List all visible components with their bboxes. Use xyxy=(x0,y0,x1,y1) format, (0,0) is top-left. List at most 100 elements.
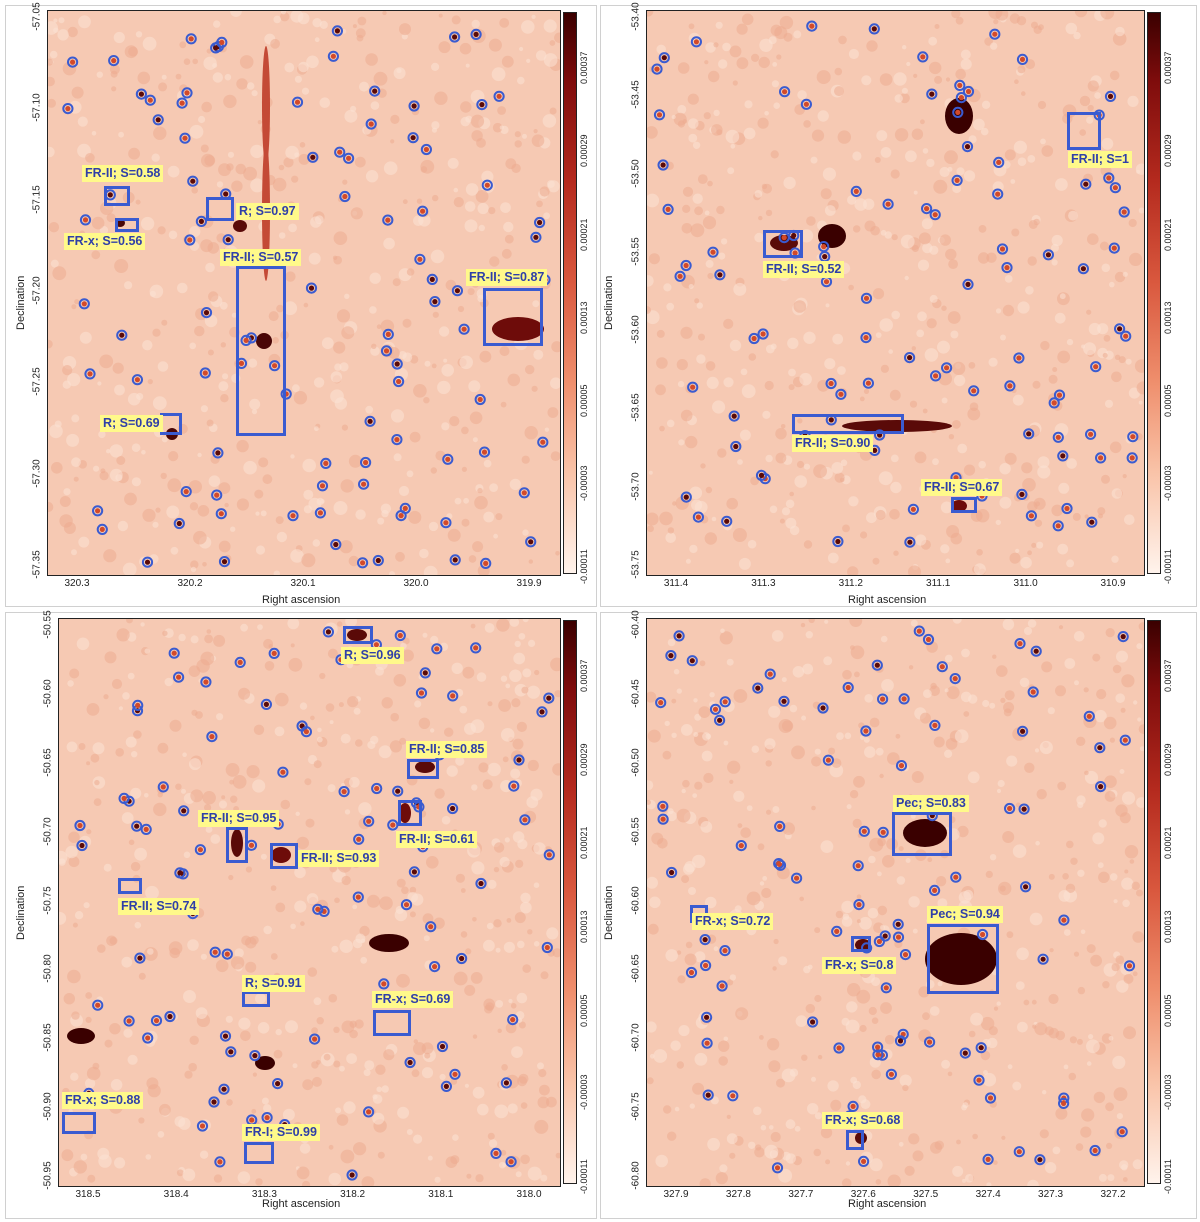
noise-speckle xyxy=(71,414,80,423)
noise-speckle xyxy=(880,364,889,373)
y-axis-label: Declination xyxy=(15,885,27,940)
noise-speckle xyxy=(224,502,229,508)
noise-speckle xyxy=(402,199,408,205)
noise-speckle xyxy=(550,377,560,389)
noise-speckle xyxy=(501,248,512,259)
noise-speckle xyxy=(791,745,805,760)
noise-speckle xyxy=(875,747,884,756)
noise-speckle xyxy=(1112,32,1127,46)
radio-emission xyxy=(271,847,291,863)
noise-speckle xyxy=(124,45,138,59)
noise-speckle xyxy=(846,1001,858,1013)
noise-speckle xyxy=(199,1150,209,1159)
noise-speckle xyxy=(317,727,322,733)
noise-speckle xyxy=(301,87,310,95)
noise-speckle xyxy=(1088,1034,1094,1040)
noise-speckle xyxy=(454,497,462,505)
noise-speckle xyxy=(157,1131,165,1138)
noise-speckle xyxy=(493,866,500,873)
noise-speckle xyxy=(1113,899,1118,904)
noise-speckle xyxy=(299,142,306,148)
noise-speckle xyxy=(853,225,861,233)
noise-speckle xyxy=(740,368,748,376)
source-marker xyxy=(975,1042,987,1054)
noise-speckle xyxy=(917,311,927,322)
noise-speckle xyxy=(67,680,74,687)
noise-speckle xyxy=(278,164,285,171)
noise-speckle xyxy=(1052,367,1058,372)
noise-speckle xyxy=(789,491,794,497)
noise-speckle xyxy=(441,815,451,825)
source-marker xyxy=(842,681,854,694)
noise-speckle xyxy=(515,1171,522,1178)
noise-speckle xyxy=(655,1154,668,1168)
noise-speckle xyxy=(61,1149,74,1162)
noise-speckle xyxy=(940,544,950,554)
source-marker xyxy=(984,1092,997,1104)
noise-speckle xyxy=(722,42,731,52)
source-marker xyxy=(1014,638,1026,650)
source-marker xyxy=(655,697,667,709)
noise-speckle xyxy=(948,434,955,440)
noise-speckle xyxy=(998,881,1012,896)
noise-speckle xyxy=(426,856,439,869)
noise-speckle xyxy=(99,354,114,369)
noise-speckle xyxy=(952,619,962,624)
noise-speckle xyxy=(647,310,660,325)
noise-speckle xyxy=(431,62,440,71)
source-marker xyxy=(173,517,185,530)
detection-box xyxy=(206,197,234,221)
noise-speckle xyxy=(825,303,830,308)
source-marker xyxy=(458,323,470,335)
noise-speckle xyxy=(945,77,951,82)
noise-speckle xyxy=(831,462,844,474)
noise-speckle xyxy=(785,499,795,509)
radio-emission xyxy=(231,829,243,857)
noise-speckle xyxy=(270,953,278,960)
noise-speckle xyxy=(507,373,521,387)
noise-speckle xyxy=(348,776,360,788)
source-marker xyxy=(534,216,546,229)
noise-speckle xyxy=(299,702,308,710)
noise-speckle xyxy=(1051,234,1063,247)
noise-speckle xyxy=(794,1125,801,1132)
detection-label: FR-II; S=0.67 xyxy=(921,479,1003,496)
source-marker xyxy=(989,28,1001,40)
noise-speckle xyxy=(527,759,539,772)
noise-speckle xyxy=(497,106,506,115)
noise-speckle xyxy=(824,358,836,370)
noise-speckle xyxy=(97,944,106,953)
noise-speckle xyxy=(898,846,904,852)
noise-speckle xyxy=(918,1029,932,1043)
source-marker xyxy=(778,695,790,707)
noise-speckle xyxy=(984,37,993,46)
y-tick-label: -60.55 xyxy=(630,816,642,846)
noise-speckle xyxy=(856,894,862,899)
noise-speckle xyxy=(1024,762,1035,773)
noise-speckle xyxy=(1022,478,1036,492)
noise-speckle xyxy=(667,638,676,647)
noise-speckle xyxy=(262,474,273,485)
noise-speckle xyxy=(775,428,787,440)
noise-speckle xyxy=(1033,218,1040,226)
noise-speckle xyxy=(694,1052,708,1066)
source-marker xyxy=(657,813,669,825)
noise-speckle xyxy=(71,549,77,556)
noise-speckle xyxy=(999,463,1011,475)
noise-speckle xyxy=(764,111,769,116)
noise-speckle xyxy=(772,966,777,971)
noise-speckle xyxy=(383,1049,395,1061)
noise-speckle xyxy=(514,912,526,924)
noise-speckle xyxy=(811,805,816,811)
colorbar xyxy=(563,620,577,1184)
colorbar-tick-label: -0.00011 xyxy=(1163,1159,1173,1194)
noise-speckle xyxy=(484,1004,493,1014)
noise-speckle xyxy=(703,112,711,120)
noise-speckle xyxy=(294,866,306,879)
y-tick-label: -50.80 xyxy=(42,954,54,984)
source-marker xyxy=(930,370,942,382)
noise-speckle xyxy=(430,635,439,644)
source-marker xyxy=(141,556,154,568)
detection-box xyxy=(226,827,248,863)
source-marker xyxy=(513,754,525,766)
